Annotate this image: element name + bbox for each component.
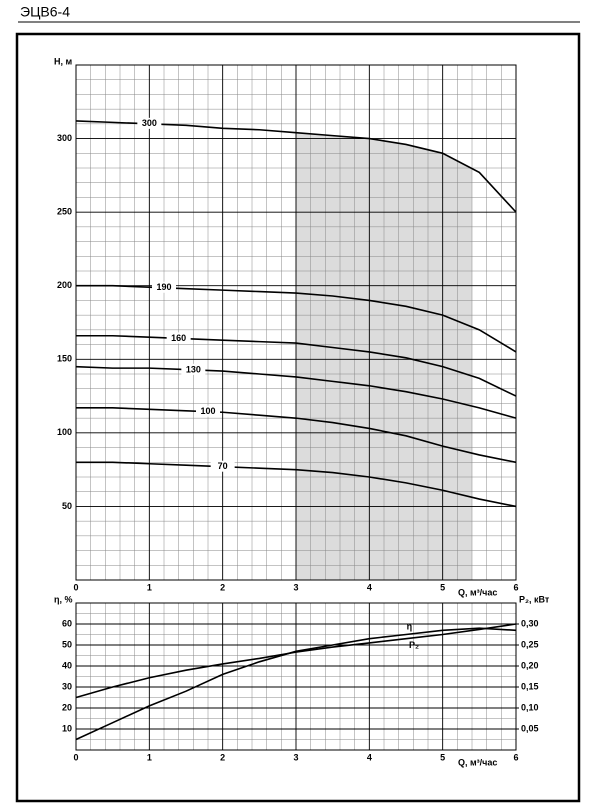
curve-label: 130	[186, 364, 201, 374]
x-tick-label: 5	[440, 582, 445, 592]
x-tick-label: 0	[73, 752, 78, 762]
x-axis-label: Q, м³/час	[458, 587, 497, 597]
curve-label: P₂	[409, 640, 419, 650]
curve-label: 160	[171, 333, 186, 343]
x-tick-label: 1	[147, 752, 152, 762]
curve-label: 190	[156, 282, 171, 292]
curve	[76, 407, 517, 464]
curve-label: η	[407, 622, 413, 632]
y-tick-label: 40	[62, 660, 72, 670]
curve	[76, 284, 517, 353]
y-tick-label: 50	[62, 639, 72, 649]
y2-axis-label: P₂, кВт	[519, 594, 550, 604]
label-bg	[166, 332, 191, 344]
curve	[75, 365, 517, 419]
y2-tick-label: 0,25	[521, 639, 539, 649]
y-tick-label: 20	[62, 702, 72, 712]
curve	[76, 461, 517, 508]
x-tick-label: 2	[220, 582, 225, 592]
y2-tick-label: 0,30	[521, 618, 539, 628]
x-tick-label: 5	[440, 752, 445, 762]
x-tick-label: 3	[293, 752, 298, 762]
y-tick-label: 150	[57, 354, 72, 364]
curve-label: 300	[142, 118, 157, 128]
label-bg	[137, 117, 162, 129]
y-tick-label: 200	[57, 280, 72, 290]
x-tick-label: 6	[513, 582, 518, 592]
x-axis-label: Q, м³/час	[458, 757, 497, 767]
y-axis-label: η, %	[54, 594, 73, 604]
y-tick-label: 30	[62, 681, 72, 691]
y-tick-label: 60	[62, 618, 72, 628]
x-tick-label: 4	[367, 752, 372, 762]
x-tick-label: 1	[147, 582, 152, 592]
frame	[15, 32, 581, 803]
y2-tick-label: 0,05	[521, 723, 539, 733]
curve-label: 100	[200, 406, 215, 416]
curve	[76, 334, 517, 397]
y2-tick-label: 0,20	[521, 660, 539, 670]
plot-border	[75, 602, 517, 751]
x-tick-label: 0	[73, 582, 78, 592]
y-tick-label: 300	[57, 133, 72, 143]
label-bg	[181, 363, 206, 375]
label-bg	[152, 281, 176, 293]
page-title: ЭЦВ6-4	[20, 4, 70, 20]
curve	[75, 627, 517, 741]
y-tick-label: 100	[57, 427, 72, 437]
y2-tick-label: 0,15	[521, 681, 539, 691]
curve-label: 70	[218, 461, 228, 471]
x-tick-label: 3	[293, 582, 298, 592]
y-tick-label: 10	[62, 723, 72, 733]
x-tick-label: 6	[513, 752, 518, 762]
label-bg	[196, 405, 220, 417]
label-bg	[210, 460, 235, 472]
y2-tick-label: 0,10	[521, 702, 539, 712]
x-tick-label: 2	[220, 752, 225, 762]
curve	[75, 623, 517, 699]
plot-border	[75, 64, 517, 581]
y-tick-label: 250	[57, 207, 72, 217]
y-axis-label: H, м	[54, 56, 73, 66]
y-tick-label: 50	[62, 501, 72, 511]
x-tick-label: 4	[367, 582, 372, 592]
